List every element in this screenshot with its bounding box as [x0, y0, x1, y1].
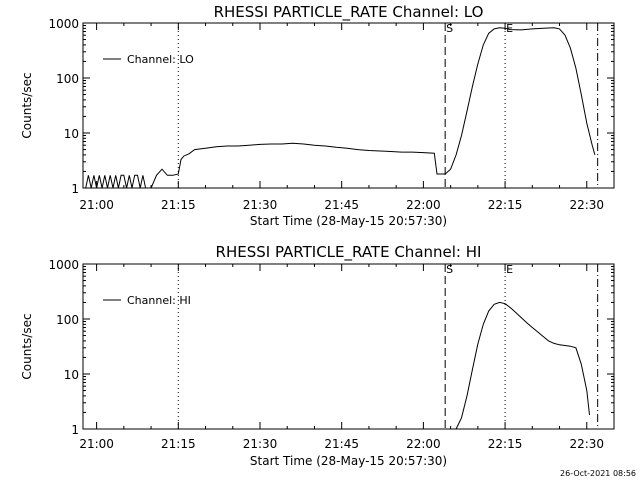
- y-axis-label: Counts/sec: [20, 313, 34, 379]
- plot-frame: [82, 263, 615, 430]
- legend-label: Channel: HI: [127, 294, 191, 307]
- x-tick-label: 22:00: [406, 198, 441, 212]
- vline-label: S: [446, 263, 453, 276]
- y-tick-label: 100: [56, 72, 79, 86]
- plot-frame: [82, 22, 615, 189]
- y-tick-label: 1000: [48, 258, 79, 272]
- x-tick-label: 21:45: [324, 437, 359, 451]
- x-tick-label: 21:45: [324, 198, 359, 212]
- x-tick-label: 22:30: [569, 437, 604, 451]
- y-tick-label: 10: [64, 368, 79, 382]
- x-tick-label: 21:30: [243, 437, 278, 451]
- chart-title: RHESSI PARTICLE_RATE Channel: HI: [216, 243, 482, 262]
- x-tick-label: 22:15: [488, 198, 523, 212]
- y-axis-label: Counts/sec: [20, 72, 34, 138]
- x-tick-label: 22:30: [569, 198, 604, 212]
- series-line: [455, 301, 590, 430]
- chart-lo: RHESSI PARTICLE_RATE Channel: LO 21:00 21:…: [20, 3, 615, 228]
- x-tick-label: 21:30: [243, 198, 278, 212]
- y-tick-label: 1: [71, 182, 79, 196]
- vline-label: S: [446, 22, 453, 35]
- vline-label: E: [506, 22, 513, 35]
- y-tick-label: 1000: [48, 17, 79, 31]
- x-tick-label: 21:15: [161, 198, 196, 212]
- chart-title: RHESSI PARTICLE_RATE Channel: LO: [214, 3, 484, 22]
- legend-label: Channel: LO: [127, 53, 194, 66]
- x-axis-label: Start Time (28-May-15 20:57:30): [250, 214, 447, 228]
- x-tick-label: 22:00: [406, 437, 441, 451]
- x-tick-label: 21:15: [161, 437, 196, 451]
- x-axis-label: Start Time (28-May-15 20:57:30): [250, 454, 447, 468]
- chart-hi: RHESSI PARTICLE_RATE Channel: HI 21:00 21:…: [20, 243, 615, 468]
- y-tick-label: 100: [56, 313, 79, 327]
- y-tick-label: 1: [71, 423, 79, 437]
- timestamp-footer: 26-Oct-2021 08:56: [560, 469, 636, 478]
- x-tick-label: 22:15: [488, 437, 523, 451]
- y-tick-label: 10: [64, 127, 79, 141]
- series-line: [85, 27, 596, 189]
- x-tick-label: 21:00: [79, 437, 114, 451]
- x-tick-label: 21:00: [79, 198, 114, 212]
- vline-label: E: [506, 263, 513, 276]
